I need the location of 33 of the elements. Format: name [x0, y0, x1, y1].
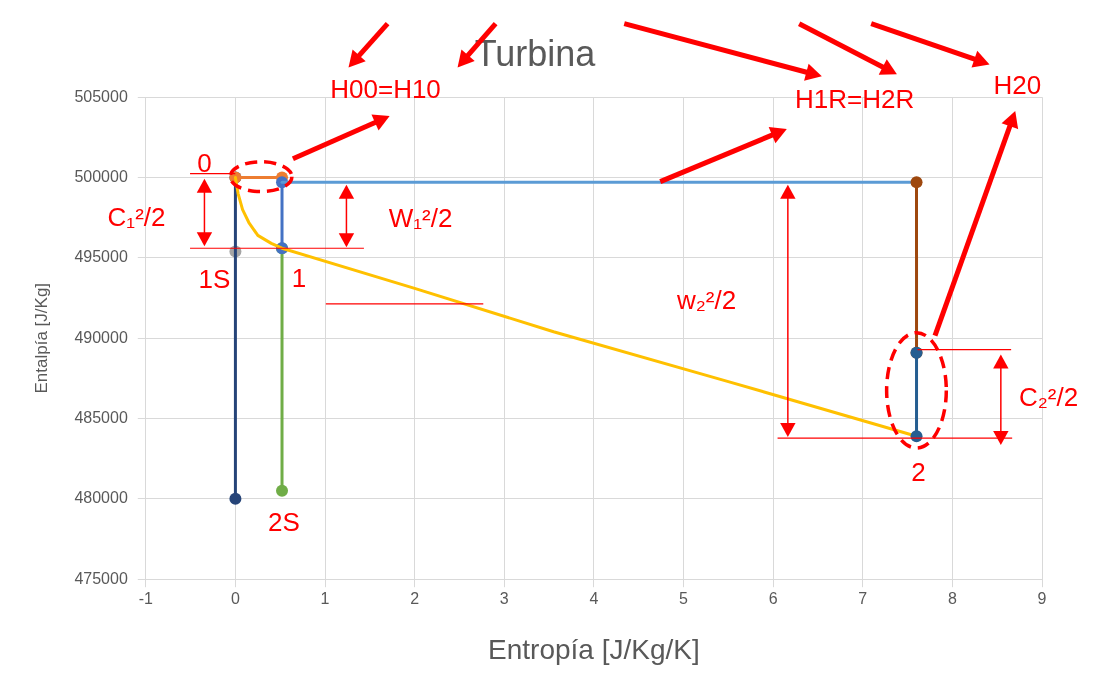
- x-axis-title: Entropía [J/Kg/K]: [488, 633, 700, 665]
- x-tick-label: -1: [138, 590, 153, 608]
- x-tick-label: 0: [230, 590, 240, 608]
- x-tick-label: 3: [499, 590, 509, 608]
- annotation: 0: [197, 147, 212, 178]
- y-axis-title: Entalpía [J/Kg]: [31, 282, 51, 394]
- annotation: H1R=H2R: [795, 83, 915, 114]
- y-tick-label: 490000: [74, 328, 128, 346]
- annotation: H00=H10: [330, 74, 441, 105]
- x-tick-label: 5: [679, 590, 689, 608]
- x-tick-label: 7: [858, 590, 868, 608]
- chart-title: Turbina: [474, 32, 597, 74]
- annotation: 1S: [198, 263, 231, 294]
- y-tick-label: 495000: [74, 248, 128, 266]
- y-tick-label: 500000: [74, 167, 128, 185]
- y-tick-label: 475000: [74, 569, 128, 587]
- annotation: 1: [291, 263, 307, 294]
- x-tick-label: 9: [1037, 590, 1047, 608]
- annotation: w₂²/2: [675, 285, 737, 316]
- annotation: W₁²/2: [388, 202, 453, 233]
- x-tick-label: 1: [320, 590, 330, 608]
- y-tick-label: 505000: [74, 87, 128, 105]
- annotation: 2: [911, 457, 926, 488]
- annotation: 2S: [268, 507, 300, 538]
- annotation: C₁²/2: [107, 201, 166, 232]
- x-tick-label: 6: [768, 590, 778, 608]
- y-tick-label: 485000: [74, 408, 128, 426]
- x-tick-label: 8: [947, 590, 957, 608]
- annotation: C₂²/2: [1018, 381, 1079, 412]
- y-tick-label: 480000: [74, 489, 128, 507]
- annotation: H20: [993, 70, 1042, 101]
- x-tick-label: 2: [410, 590, 420, 608]
- x-tick-label: 4: [589, 590, 599, 608]
